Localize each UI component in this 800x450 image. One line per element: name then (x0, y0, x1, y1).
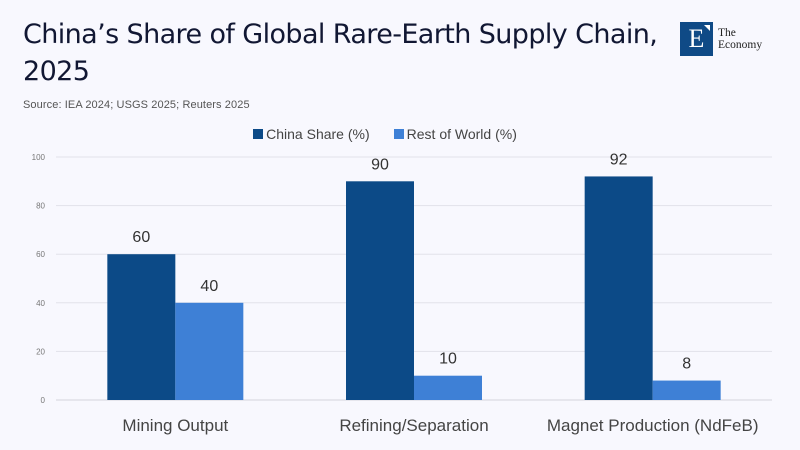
legend-item-china: China Share (%) (253, 126, 370, 142)
data-label: 8 (682, 356, 691, 373)
data-label: 92 (610, 151, 628, 168)
x-category-label: Refining/Separation (339, 416, 488, 435)
logo-line-1: The (718, 27, 736, 39)
x-category-label: Magnet Production (NdFeB) (547, 416, 759, 435)
legend-swatch-rest-of-world (393, 129, 404, 139)
logo-wordmark: The Economy (718, 27, 762, 51)
legend-swatch-china (253, 129, 264, 139)
bar-china (107, 254, 176, 400)
chart-title: China’s Share of Global Rare-Earth Suppl… (23, 19, 658, 87)
data-label: 10 (439, 351, 457, 368)
y-tick-label: 20 (36, 347, 45, 356)
legend-item-rest-of-world: Rest of World (%) (393, 126, 517, 142)
y-tick-label: 100 (32, 153, 46, 162)
y-tick-label: 80 (36, 202, 45, 211)
data-label: 90 (371, 156, 389, 173)
source-note: Source: IEA 2024; USGS 2025; Reuters 202… (23, 99, 250, 111)
legend-label-china: China Share (%) (266, 126, 370, 142)
bar-rest-of-world (652, 380, 721, 400)
logo-line-2: Economy (718, 39, 763, 51)
data-label: 40 (200, 278, 218, 295)
the-economy-logo: E The Economy (680, 22, 762, 56)
y-tick-label: 0 (41, 396, 46, 405)
y-tick-label: 40 (36, 299, 45, 308)
bar-rest-of-world (175, 302, 244, 400)
data-label: 60 (132, 229, 150, 246)
y-tick-label: 60 (36, 250, 45, 259)
bar-rest-of-world (414, 375, 482, 400)
legend-label-rest-of-world: Rest of World (%) (406, 126, 517, 142)
bar-china (346, 181, 414, 400)
legend: China Share (%) Rest of World (%) (0, 126, 800, 142)
logo-mark: E (680, 22, 713, 56)
x-category-label: Mining Output (122, 416, 228, 435)
bar-china (584, 176, 653, 400)
